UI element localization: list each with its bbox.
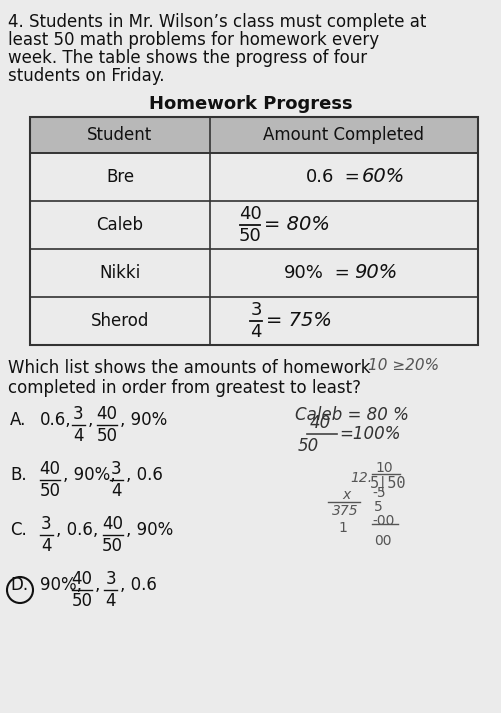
Text: 4: 4 (250, 323, 261, 341)
Text: students on Friday.: students on Friday. (8, 67, 164, 85)
Text: 4: 4 (111, 482, 121, 500)
Text: ,: , (95, 576, 100, 594)
Text: , 90%: , 90% (120, 411, 167, 429)
Text: Student: Student (87, 126, 152, 144)
Text: 90%: 90% (284, 264, 323, 282)
Text: 50: 50 (97, 427, 117, 445)
Text: 0.6,: 0.6, (40, 411, 72, 429)
Text: = 75%: = 75% (266, 312, 331, 331)
Text: 4: 4 (73, 427, 83, 445)
Text: x: x (341, 488, 350, 502)
Text: = 80%: = 80% (264, 215, 329, 235)
Text: Bre: Bre (106, 168, 134, 186)
Text: 40: 40 (71, 570, 92, 588)
Text: C.: C. (10, 521, 27, 539)
Text: 375: 375 (331, 504, 358, 518)
Text: 50: 50 (298, 437, 319, 455)
Text: -5: -5 (371, 486, 385, 500)
Text: =: = (328, 264, 349, 282)
Text: 3: 3 (250, 301, 261, 319)
Text: 5|50: 5|50 (369, 476, 406, 492)
Text: 60%: 60% (361, 168, 404, 187)
Text: 10 ≥20%: 10 ≥20% (367, 358, 438, 373)
Text: week. The table shows the progress of four: week. The table shows the progress of fo… (8, 49, 366, 67)
Text: 4: 4 (41, 537, 52, 555)
Text: , 90%: , 90% (125, 521, 172, 539)
Text: B.: B. (10, 466, 27, 484)
Text: ,: , (88, 411, 93, 429)
Text: Amount Completed: Amount Completed (263, 126, 424, 144)
Text: A.: A. (10, 411, 27, 429)
Text: -00: -00 (371, 514, 394, 528)
Text: D.: D. (10, 576, 28, 594)
Text: least 50 math problems for homework every: least 50 math problems for homework ever… (8, 31, 378, 49)
Text: 3: 3 (73, 405, 83, 423)
Text: 3: 3 (41, 515, 52, 533)
Text: 40: 40 (97, 405, 117, 423)
Text: Caleb = 80 %: Caleb = 80 % (295, 406, 408, 424)
Text: Which list shows the amounts of homework: Which list shows the amounts of homework (8, 359, 370, 377)
Text: 90%: 90% (353, 264, 396, 282)
Text: 40: 40 (310, 414, 331, 432)
Text: 40: 40 (238, 205, 261, 223)
Text: 50: 50 (102, 537, 123, 555)
Text: 3: 3 (105, 570, 116, 588)
Text: 4: 4 (105, 592, 116, 610)
Text: Homework Progress: Homework Progress (149, 95, 352, 113)
Text: 00: 00 (373, 534, 391, 548)
Text: 50: 50 (40, 482, 61, 500)
Text: 3: 3 (111, 460, 121, 478)
Text: completed in order from greatest to least?: completed in order from greatest to leas… (8, 379, 360, 397)
Text: 50: 50 (238, 227, 261, 245)
Bar (30, 117, 477, 345)
Text: , 0.6: , 0.6 (120, 576, 157, 594)
Text: 1: 1 (337, 521, 346, 535)
Text: 40: 40 (40, 460, 61, 478)
Text: , 90%,: , 90%, (63, 466, 115, 484)
Text: 10: 10 (374, 461, 392, 475)
Text: 0.6: 0.6 (305, 168, 333, 186)
Text: 4. Students in Mr. Wilson’s class must complete at: 4. Students in Mr. Wilson’s class must c… (8, 13, 425, 31)
Text: 40: 40 (102, 515, 123, 533)
Text: =: = (338, 168, 359, 186)
Text: 90%,: 90%, (40, 576, 82, 594)
Text: Sherod: Sherod (91, 312, 149, 330)
Text: , 0.6: , 0.6 (125, 466, 162, 484)
Text: 50: 50 (71, 592, 92, 610)
Text: =100%: =100% (338, 425, 400, 443)
Text: , 0.6,: , 0.6, (56, 521, 98, 539)
Text: 12.: 12. (349, 471, 371, 485)
Text: Caleb: Caleb (96, 216, 143, 234)
Text: 5: 5 (373, 500, 382, 514)
Text: Nikki: Nikki (99, 264, 140, 282)
Bar (30, 117, 477, 153)
